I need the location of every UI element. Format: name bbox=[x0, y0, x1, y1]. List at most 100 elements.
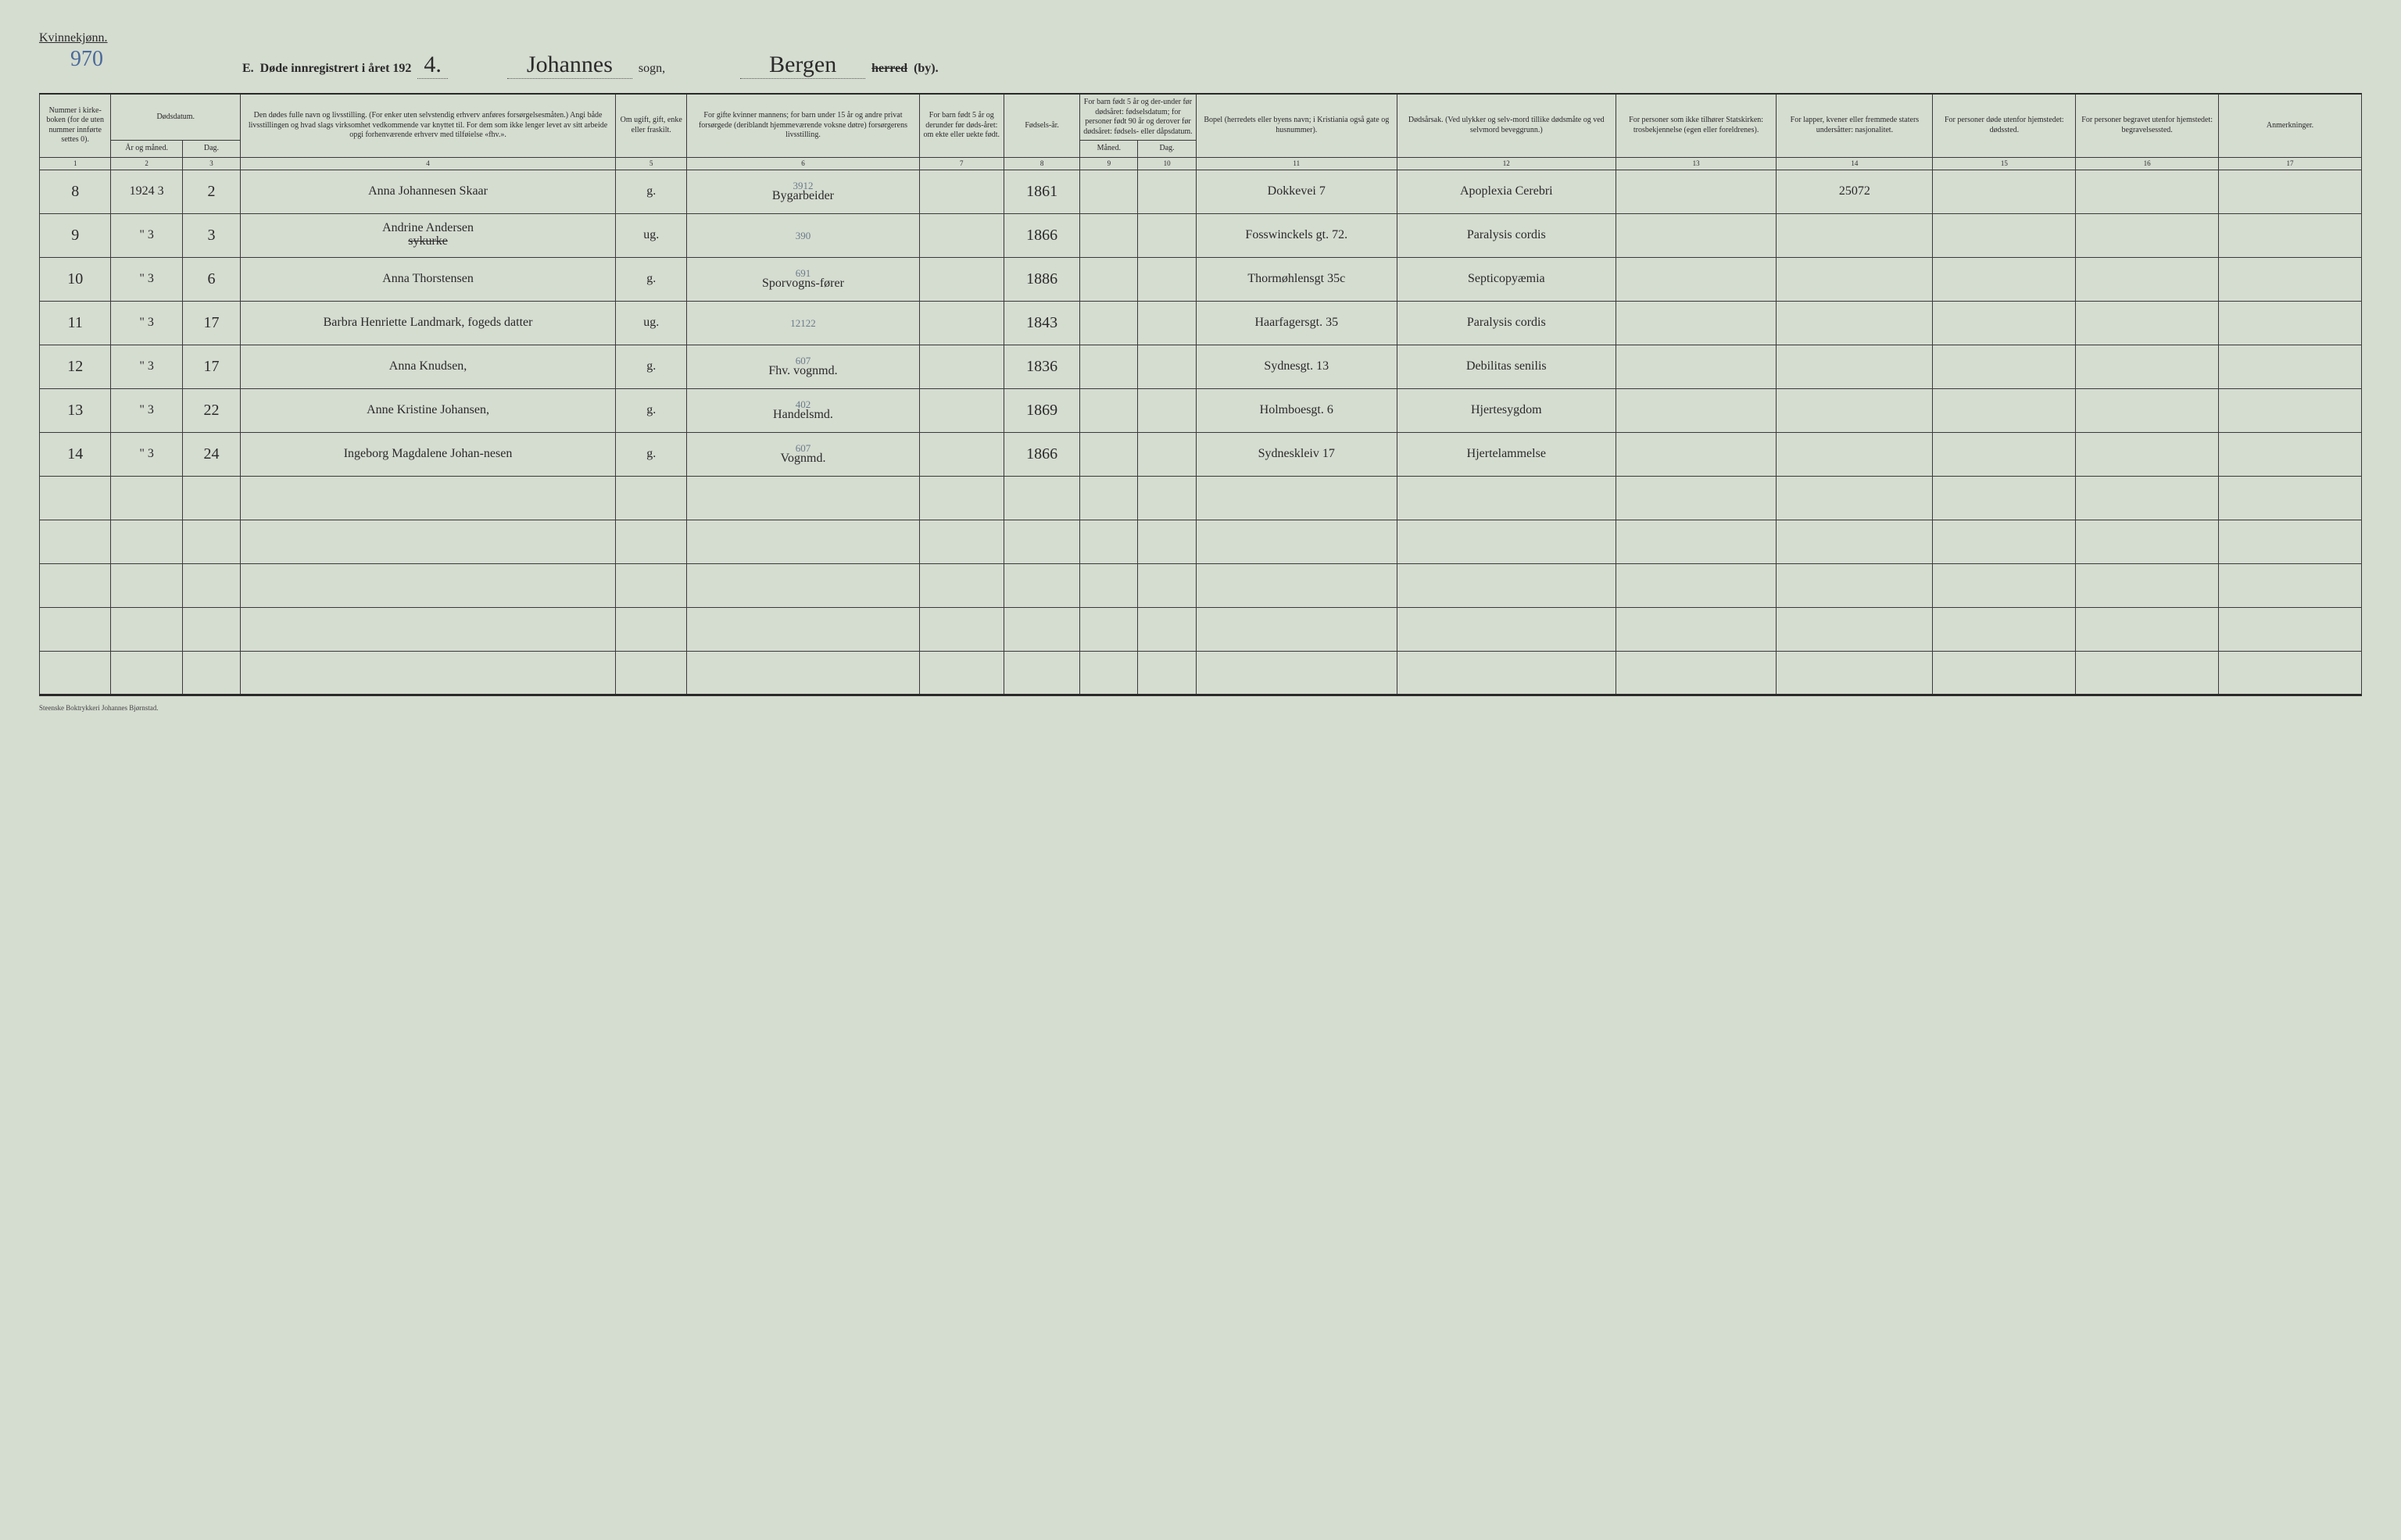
table-cell bbox=[1616, 563, 1777, 607]
table-cell bbox=[2219, 213, 2362, 257]
register-table: Nummer i kirke-boken (for de uten nummer… bbox=[39, 93, 2362, 696]
table-cell bbox=[1616, 345, 1777, 388]
table-cell bbox=[1933, 301, 2076, 345]
table-cell bbox=[1196, 563, 1397, 607]
table-cell: 607Vognmd. bbox=[687, 432, 919, 476]
header-year-suffix: 4. bbox=[417, 52, 448, 79]
col-header: Anmerkninger. bbox=[2219, 94, 2362, 157]
table-cell bbox=[1080, 301, 1138, 345]
table-row: 11" 317Barbra Henriette Landmark, fogeds… bbox=[40, 301, 2362, 345]
table-cell: Septicopyæmia bbox=[1397, 257, 1616, 301]
table-cell: 25072 bbox=[1777, 170, 1933, 213]
table-cell bbox=[1777, 388, 1933, 432]
table-cell bbox=[616, 651, 687, 695]
page-header: E. Døde innregistrert i året 192 4. Joha… bbox=[39, 52, 2362, 79]
col-number: 12 bbox=[1397, 157, 1616, 170]
table-cell bbox=[1080, 520, 1138, 563]
col-header: For personer begravet utenfor hjemstedet… bbox=[2076, 94, 2219, 157]
table-cell bbox=[2219, 651, 2362, 695]
table-cell bbox=[1777, 563, 1933, 607]
table-cell bbox=[1080, 607, 1138, 651]
table-cell bbox=[687, 520, 919, 563]
header-city: Bergen bbox=[740, 52, 865, 79]
table-cell bbox=[2076, 257, 2219, 301]
table-cell: 1843 bbox=[1004, 301, 1080, 345]
table-cell: 2 bbox=[182, 170, 240, 213]
table-cell bbox=[1616, 257, 1777, 301]
header-herred-strike: herred bbox=[871, 62, 907, 76]
table-cell bbox=[1080, 432, 1138, 476]
table-cell bbox=[2076, 301, 2219, 345]
col-number: 14 bbox=[1777, 157, 1933, 170]
table-cell: 3912Bygarbeider bbox=[687, 170, 919, 213]
table-cell bbox=[1080, 476, 1138, 520]
table-cell bbox=[919, 170, 1004, 213]
table-cell: 3 bbox=[182, 213, 240, 257]
table-cell: 10 bbox=[40, 257, 111, 301]
col-number: 9 bbox=[1080, 157, 1138, 170]
col-header: Bopel (herredets eller byens navn; i Kri… bbox=[1196, 94, 1397, 157]
table-cell: ug. bbox=[616, 301, 687, 345]
table-cell: Sydneskleiv 17 bbox=[1196, 432, 1397, 476]
table-cell: Apoplexia Cerebri bbox=[1397, 170, 1616, 213]
col-number: 5 bbox=[616, 157, 687, 170]
table-cell bbox=[1138, 476, 1196, 520]
col-number: 3 bbox=[182, 157, 240, 170]
table-cell bbox=[616, 520, 687, 563]
table-cell bbox=[2219, 345, 2362, 388]
col-subheader: År og måned. bbox=[111, 141, 182, 158]
table-cell: 1866 bbox=[1004, 432, 1080, 476]
table-row: 9" 33Andrine Andersensykurkeug.3901866Fo… bbox=[40, 213, 2362, 257]
table-cell bbox=[919, 651, 1004, 695]
table-row: 14" 324Ingeborg Magdalene Johan-neseng.6… bbox=[40, 432, 2362, 476]
table-cell bbox=[2076, 476, 2219, 520]
col-subheader: Dag. bbox=[1138, 141, 1196, 158]
table-cell bbox=[1138, 520, 1196, 563]
table-cell: 11 bbox=[40, 301, 111, 345]
table-cell: 1836 bbox=[1004, 345, 1080, 388]
col-subheader: Dag. bbox=[182, 141, 240, 158]
table-cell: Ingeborg Magdalene Johan-nesen bbox=[241, 432, 616, 476]
table-cell: Anna Thorstensen bbox=[241, 257, 616, 301]
table-cell: " 3 bbox=[111, 301, 182, 345]
table-cell bbox=[111, 651, 182, 695]
table-cell: Paralysis cordis bbox=[1397, 301, 1616, 345]
table-cell: 390 bbox=[687, 213, 919, 257]
table-cell bbox=[241, 651, 616, 695]
table-cell bbox=[1933, 432, 2076, 476]
table-cell: g. bbox=[616, 170, 687, 213]
table-cell bbox=[2076, 170, 2219, 213]
table-cell bbox=[616, 563, 687, 607]
table-cell bbox=[182, 651, 240, 695]
table-cell bbox=[1933, 388, 2076, 432]
table-cell bbox=[111, 563, 182, 607]
table-cell: 12122 bbox=[687, 301, 919, 345]
table-cell bbox=[1933, 607, 2076, 651]
table-cell bbox=[241, 607, 616, 651]
table-cell bbox=[40, 520, 111, 563]
table-cell: Debilitas senilis bbox=[1397, 345, 1616, 388]
table-cell bbox=[2076, 213, 2219, 257]
table-cell bbox=[1138, 607, 1196, 651]
table-cell: ug. bbox=[616, 213, 687, 257]
col-header: Dødsårsak. (Ved ulykker og selv-mord til… bbox=[1397, 94, 1616, 157]
table-cell bbox=[111, 520, 182, 563]
col-subheader: Måned. bbox=[1080, 141, 1138, 158]
table-cell: " 3 bbox=[111, 257, 182, 301]
table-cell bbox=[40, 476, 111, 520]
table-cell: 1861 bbox=[1004, 170, 1080, 213]
table-cell bbox=[2076, 432, 2219, 476]
table-cell bbox=[1616, 432, 1777, 476]
table-cell bbox=[1397, 651, 1616, 695]
table-cell bbox=[1397, 607, 1616, 651]
table-cell bbox=[1080, 651, 1138, 695]
table-cell bbox=[2076, 388, 2219, 432]
table-cell bbox=[1777, 301, 1933, 345]
table-cell: 1886 bbox=[1004, 257, 1080, 301]
table-cell bbox=[1616, 170, 1777, 213]
col-header: Om ugift, gift, enke eller fraskilt. bbox=[616, 94, 687, 157]
table-cell: 17 bbox=[182, 301, 240, 345]
table-cell bbox=[2076, 607, 2219, 651]
col-number: 15 bbox=[1933, 157, 2076, 170]
col-header: Nummer i kirke-boken (for de uten nummer… bbox=[40, 94, 111, 157]
